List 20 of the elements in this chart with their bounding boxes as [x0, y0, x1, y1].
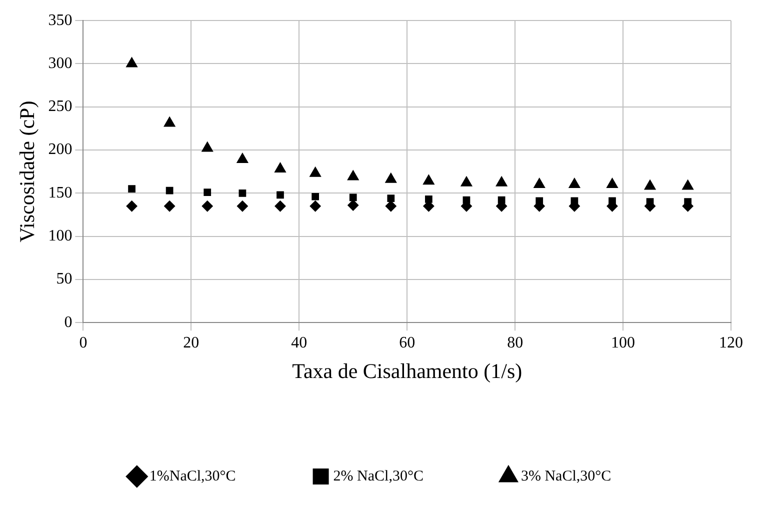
x-tick-label: 60 [399, 334, 416, 352]
y-tick-label: 250 [48, 98, 72, 116]
y-tick-label: 150 [48, 184, 72, 202]
legend-label: 1%NaCl,30°C [149, 468, 236, 484]
y-tick-label: 200 [48, 141, 72, 158]
x-tick-label: 80 [507, 334, 524, 352]
x-tick-label: 20 [183, 334, 200, 352]
y-tick-label: 50 [56, 270, 72, 288]
y-tick-label: 0 [64, 314, 72, 331]
x-tick-label: 0 [79, 334, 88, 352]
legend-label: 2% NaCl,30°C [333, 468, 424, 484]
y-axis-title: Viscosidade (cP) [15, 100, 40, 242]
y-tick-label: 350 [48, 12, 72, 29]
x-tick-label: 120 [719, 334, 743, 352]
legend-label: 3% NaCl,30°C [520, 468, 612, 484]
x-axis-title: Taxa de Cisalhamento (1/s) [292, 358, 522, 383]
x-tick-label: 100 [611, 334, 636, 352]
y-tick-label: 300 [48, 54, 72, 72]
y-tick-label: 100 [48, 228, 72, 245]
x-tick-label: 40 [291, 334, 308, 352]
